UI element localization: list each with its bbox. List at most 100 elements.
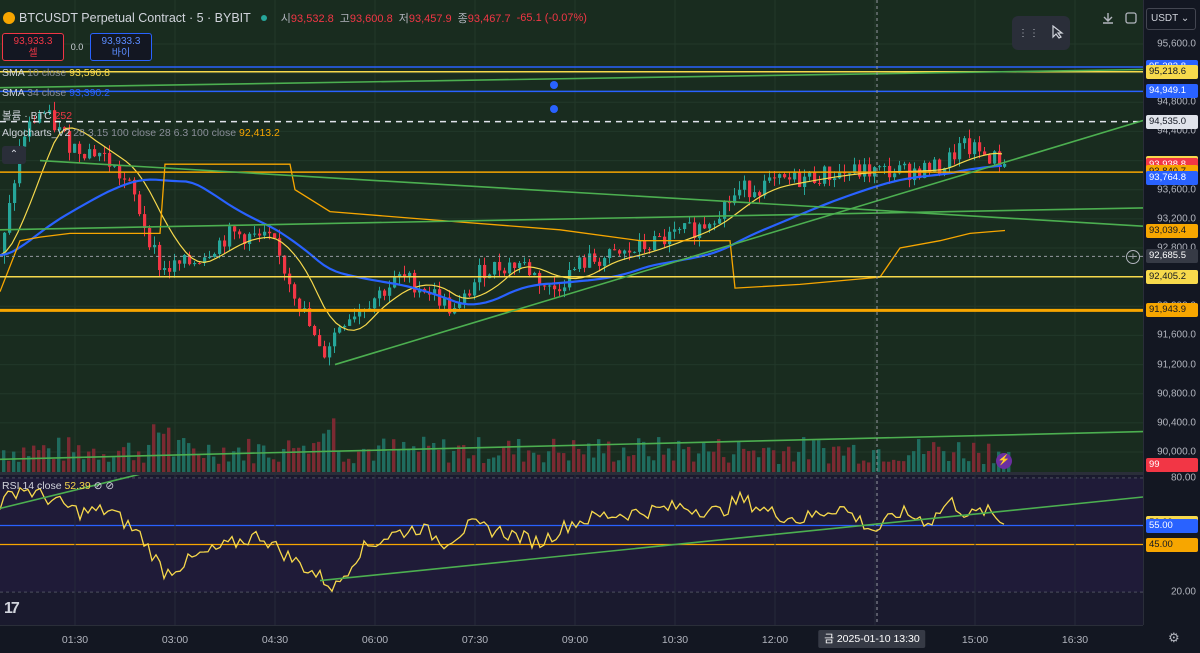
volume-bar <box>37 450 41 472</box>
volume-bar <box>967 461 971 472</box>
candle-body <box>893 173 897 178</box>
candle-body <box>223 240 227 247</box>
volume-bar <box>282 448 286 472</box>
volume-bar <box>97 459 101 472</box>
candle-body <box>823 166 827 184</box>
candle-body <box>513 262 517 269</box>
candle-body <box>968 138 972 155</box>
sell-button[interactable]: 93,933.3 셀 <box>2 33 64 61</box>
candle-body <box>303 308 307 310</box>
volume-bar <box>67 437 71 472</box>
rsi-tick-label: 20.00 <box>1170 586 1196 598</box>
candle-body <box>208 256 212 258</box>
eye-off-icon[interactable]: ⊘ <box>105 480 115 492</box>
volume-bar <box>922 453 926 472</box>
candle-body <box>533 272 537 276</box>
volume-bar <box>877 449 881 472</box>
lightning-icon[interactable]: ⚡ <box>996 453 1012 469</box>
sma10-line <box>0 127 1003 331</box>
candle-body <box>973 142 977 155</box>
volume-bar <box>172 456 176 472</box>
candle-body <box>403 274 407 277</box>
legend-sma34[interactable]: SMA 34 close 93,390.2 <box>2 87 110 99</box>
legend-rsi[interactable]: RSI 14 close 52.39 ⊘ ⊘ <box>2 480 114 492</box>
gear-icon[interactable]: ⚙ <box>1168 630 1180 645</box>
volume-bar <box>82 459 86 472</box>
candle-body <box>68 131 72 153</box>
volume-bar <box>482 463 486 472</box>
eye-off-icon[interactable]: ⊘ <box>93 480 103 492</box>
drawing-tool-pill[interactable]: ⋮⋮ <box>1012 16 1070 50</box>
time-axis[interactable]: 01:30 03:00 04:30 06:00 07:30 09:00 10:30 12:00… <box>0 625 1143 653</box>
price-tag: 92,685.5 <box>1146 249 1198 264</box>
price-tick-label: 91,600.0 <box>1157 329 1196 341</box>
legend-volume[interactable]: 볼륨 · BTC 252 <box>2 108 72 123</box>
legend-sma10[interactable]: SMA 10 close 93,596.8 <box>2 67 110 79</box>
candle-body <box>828 166 832 180</box>
candle-body <box>128 179 132 181</box>
rsi-value: 52.39 <box>64 480 91 492</box>
volume-bar <box>447 462 451 472</box>
volume-bar <box>632 455 636 472</box>
fullscreen-icon[interactable] <box>1120 8 1142 28</box>
candle-body <box>483 264 487 279</box>
candle-body <box>878 166 882 168</box>
tradingview-logo[interactable]: 17 <box>4 600 20 617</box>
volume-bar <box>222 447 226 472</box>
volume-bar <box>567 460 571 472</box>
candle-body <box>273 233 277 239</box>
sell-label: 셀 <box>28 48 38 59</box>
legend-algocharts[interactable]: Algocharts_V2 28 3.15 100 close 28 6.3 1… <box>2 127 280 139</box>
volume-value: 252 <box>54 110 73 122</box>
buy-button[interactable]: 93,933.3 바이 <box>90 33 152 61</box>
volume-bar <box>467 458 471 472</box>
volume-bar <box>92 448 96 472</box>
candle-body <box>628 250 632 253</box>
price-tag: 94,535.0 <box>1146 114 1198 129</box>
symbol-title[interactable]: BTCUSDT Perpetual Contract · 5 · BYBIT <box>19 11 251 25</box>
rsi-pane[interactable] <box>0 475 1143 625</box>
volume-bar <box>307 453 311 472</box>
legend-collapse-button[interactable]: ⌃ <box>2 146 26 164</box>
volume-bar <box>147 444 151 472</box>
pane-separator[interactable] <box>0 472 1143 475</box>
candle-body <box>243 234 247 245</box>
candle-body <box>468 293 472 296</box>
drag-handle-icon[interactable]: ⋮⋮ <box>1018 27 1040 39</box>
volume-bar <box>652 460 656 472</box>
price-pane[interactable] <box>0 0 1143 473</box>
add-price-level-button[interactable]: + <box>1126 250 1140 264</box>
volume-bar <box>232 451 236 472</box>
volume-bar <box>112 457 116 472</box>
candle-body <box>48 110 52 113</box>
rsi-band <box>0 478 1143 592</box>
candle-body <box>738 189 742 196</box>
candle-body <box>493 261 497 275</box>
volume-bar <box>492 457 496 472</box>
candle-body <box>643 240 647 250</box>
candle-body <box>448 297 452 314</box>
candle-body <box>538 272 542 286</box>
volume-bar <box>407 448 411 472</box>
download-icon[interactable] <box>1097 8 1119 28</box>
currency-selector[interactable]: USDT ⌄ <box>1146 8 1196 30</box>
candle-body <box>18 146 22 184</box>
candle-body <box>278 238 282 256</box>
volume-bar <box>457 445 461 472</box>
candle-body <box>253 233 257 235</box>
price-chart-svg <box>0 0 1143 473</box>
candle-body <box>938 159 942 175</box>
volume-bar <box>717 439 721 472</box>
candle-body <box>473 282 477 296</box>
volume-bar <box>57 437 61 472</box>
cursor-icon[interactable] <box>1052 24 1064 42</box>
volume-bar <box>342 461 346 472</box>
candle-body <box>648 249 652 251</box>
candle-body <box>13 183 17 203</box>
time-tick-label: 07:30 <box>461 634 489 646</box>
volume-bar <box>207 444 211 472</box>
volume-bar <box>302 445 306 472</box>
volume-bar <box>952 452 956 472</box>
price-axis[interactable]: 95,600.095,200.094,800.094,400.094,000.0… <box>1143 0 1200 625</box>
candle-body <box>713 223 717 225</box>
